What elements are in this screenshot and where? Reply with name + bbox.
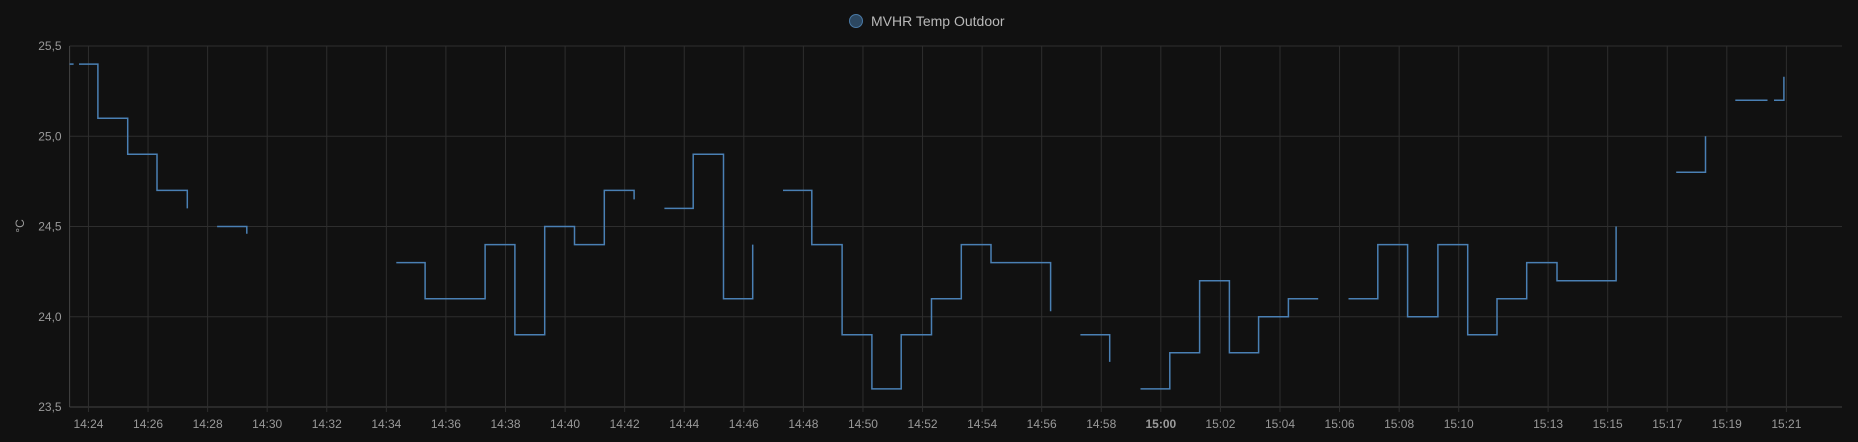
- x-tick-label: 15:00: [1145, 417, 1176, 431]
- x-tick-label: 14:42: [610, 417, 640, 431]
- y-tick-label: 24,0: [38, 310, 62, 324]
- x-tick-label: 14:32: [312, 417, 342, 431]
- series-line-segment: [1140, 279, 1319, 390]
- x-tick-label: 14:24: [73, 417, 103, 431]
- y-tick-label: 24,5: [38, 220, 62, 234]
- x-tick-label: 15:10: [1444, 417, 1474, 431]
- series-line-segment: [1348, 226, 1617, 336]
- x-tick-label: 14:26: [133, 417, 163, 431]
- x-tick-label: 15:06: [1325, 417, 1355, 431]
- x-tick-label: 14:36: [431, 417, 461, 431]
- grid: [69, 45, 1842, 412]
- y-tick-label: 25,0: [38, 129, 62, 143]
- x-tick-label: 14:44: [669, 417, 699, 431]
- x-tick-label: 14:56: [1027, 417, 1057, 431]
- x-tick-label: 14:58: [1086, 417, 1116, 431]
- x-tick-label: 14:34: [371, 417, 401, 431]
- series-line-segment: [79, 63, 189, 209]
- x-tick-label: 14:48: [788, 417, 818, 431]
- series-line-segment: [1774, 76, 1785, 101]
- x-tick-label: 15:15: [1593, 417, 1623, 431]
- series-line-segment: [217, 225, 248, 234]
- x-tick-label: 14:30: [252, 417, 282, 431]
- legend-item-mvhr-temp-outdoor[interactable]: MVHR Temp Outdoor: [849, 11, 1005, 31]
- series-line-segment: [1080, 334, 1111, 362]
- x-tick-label: 15:17: [1652, 417, 1682, 431]
- x-tick-label: 15:21: [1771, 417, 1801, 431]
- series-line-segment: [783, 189, 1052, 390]
- x-tick-label: 14:50: [848, 417, 878, 431]
- x-tick-label: 15:04: [1265, 417, 1295, 431]
- x-tick-label: 14:54: [967, 417, 997, 431]
- x-tick-label: 14:52: [908, 417, 938, 431]
- x-tick-label: 15:13: [1533, 417, 1563, 431]
- x-tick-label: 15:02: [1205, 417, 1235, 431]
- legend-swatch: [849, 14, 863, 28]
- x-tick-label: 14:38: [490, 417, 520, 431]
- x-tick-label: 14:40: [550, 417, 580, 431]
- series-line-segment: [1676, 136, 1707, 174]
- x-axis-ticks: 14:24 14:26 14:28 14:30 14:32 14:34 14:36 14:38…: [73, 417, 1801, 431]
- x-tick-label: 14:46: [729, 417, 759, 431]
- x-tick-label: 14:28: [193, 417, 223, 431]
- x-tick-label: 15:08: [1384, 417, 1414, 431]
- series-line-segment: [664, 153, 754, 300]
- x-tick-label: 15:19: [1712, 417, 1742, 431]
- y-tick-label: 23,5: [38, 400, 62, 414]
- series-lines: [69, 63, 1785, 390]
- series-line-segment: [396, 189, 635, 336]
- y-axis-ticks: 23,5 24,0 24,5 25,0 25,5: [38, 39, 62, 414]
- legend-label: MVHR Temp Outdoor: [871, 13, 1005, 29]
- y-tick-label: 25,5: [38, 39, 62, 53]
- y-axis-label: °C: [13, 219, 27, 233]
